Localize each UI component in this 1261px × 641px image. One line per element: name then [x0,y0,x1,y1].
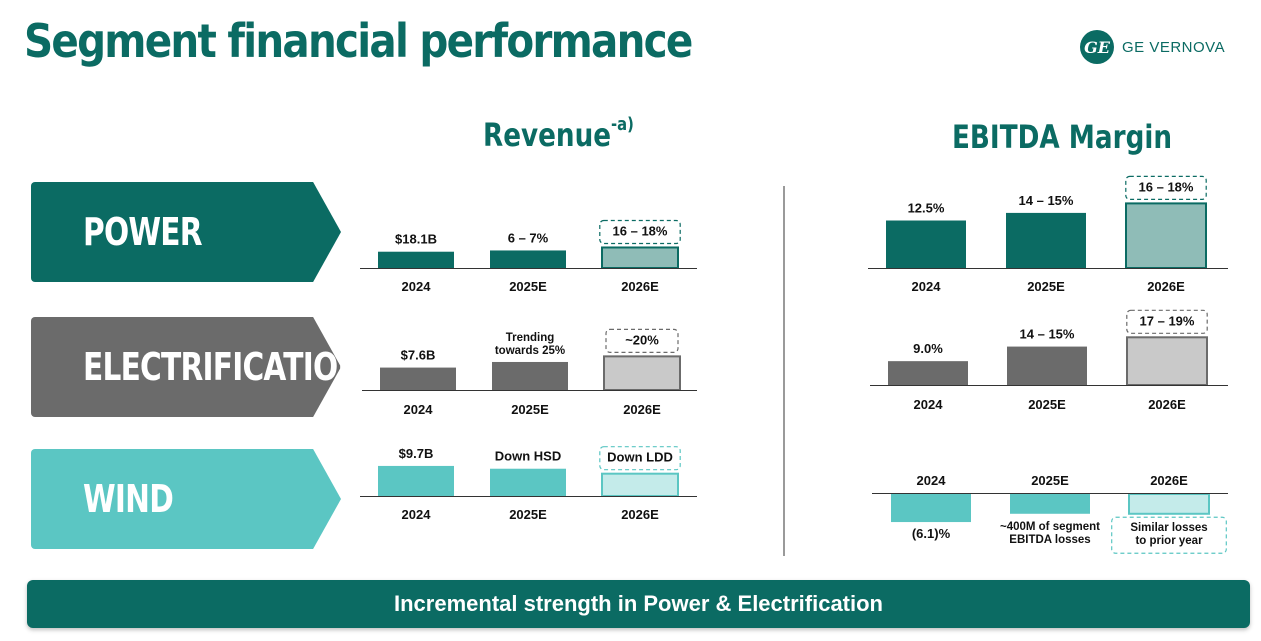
data-label: 14 – 15% [1019,193,1074,208]
data-label: Similar losses to prior year [1130,522,1207,547]
data-label: 16 – 18% [613,223,668,238]
bar-2025e [492,361,568,390]
outlook-box [599,219,681,245]
data-label: 17 – 19% [1140,313,1195,328]
data-label: ~20% [625,332,659,347]
data-label: ~400M of segment EBITDA losses [1000,521,1100,546]
chart-revenue-wind: 2024 $9.7B 2025E Down HSD 2026E Down LDD [360,446,697,522]
data-label: (6.1)% [912,526,951,541]
bar-2024 [886,220,966,268]
brand-name: GE VERNOVA [1122,38,1226,56]
tick-label: 2025E [1028,397,1066,412]
outlook-box [1111,516,1227,554]
bar-2026e [1125,202,1207,269]
data-label: 6 – 7% [508,230,549,245]
chart-revenue-electrification: 2024 $7.6B 2025E Trending towards 25% 2026E ~2… [362,328,697,417]
data-label: 12.5% [908,201,945,216]
tick-label: 2026E [1147,279,1185,294]
segment-banner-power: POWER [31,182,341,282]
data-label: Down HSD [495,449,561,464]
tick-label: 2024 [402,279,432,294]
bar-2025e [490,468,566,496]
column-divider [783,186,785,556]
chart-revenue-power: 2024 $18.1B 2025E 6 – 7% 2026E 16 – 18% [360,219,697,294]
tick-label: 2025E [1027,279,1065,294]
bar-2026e [1128,493,1210,515]
segment-banner-electrification: ELECTRIFICATION [31,317,341,417]
data-label: 9.0% [913,341,943,356]
segment-label-power: POWER [83,210,203,254]
tick-label: 2024 [404,402,434,417]
outlook-box [1126,309,1208,334]
segment-banner-wind: WIND [31,449,341,549]
tick-label: 2025E [1031,473,1069,488]
tick-label: 2024 [402,507,432,522]
data-label: Down LDD [607,450,673,465]
chart-ebitda-electrification: 2024 9.0% 2025E 14 – 15% 2026E 17 – 19% [870,309,1228,412]
outlook-box [1125,175,1207,200]
bar-2024 [888,361,968,385]
tick-label: 2026E [1148,397,1186,412]
segment-label-electrification: ELECTRIFICATION [83,345,362,389]
data-label: $18.1B [395,232,437,247]
footer-banner: Incremental strength in Power & Electrif… [27,580,1250,628]
bar-2026e [603,355,681,391]
bar-2026e [601,472,679,497]
bar-2024 [378,465,454,496]
ebitda-header: EBITDA Margin [952,118,1173,156]
data-label: $7.6B [401,348,436,363]
data-label: $9.7B [399,446,434,461]
data-label: Trending towards 25% [495,332,565,357]
tick-label: 2025E [509,279,547,294]
outlook-box [605,328,679,353]
outlook-box [599,446,681,471]
data-label: 14 – 15% [1020,327,1075,342]
revenue-header: Revenue-a) [483,114,634,154]
brand-logo: GE GE VERNOVA [1080,30,1225,64]
chart-ebitda-wind: 2024 (6.1)% 2025E ~400M of segment EBITDA lo… [872,473,1228,554]
tick-label: 2025E [511,402,549,417]
tick-label: 2024 [912,279,942,294]
tick-label: 2026E [623,402,661,417]
bar-2025e [1010,494,1090,514]
segment-label-wind: WIND [83,477,174,521]
bar-2025e [1007,346,1087,385]
bar-2024 [891,494,971,523]
tick-label: 2026E [1150,473,1188,488]
data-label: 16 – 18% [1139,179,1194,194]
bar-2025e [490,250,566,268]
page-title: Segment financial performance [24,14,693,68]
bar-2024 [378,251,454,268]
tick-label: 2024 [914,397,944,412]
revenue-footnote-marker: -a) [611,114,634,135]
chart-ebitda-power: 2024 12.5% 2025E 14 – 15% 2026E 16 – 18% [868,175,1228,294]
tick-label: 2026E [621,279,659,294]
tick-label: 2026E [621,507,659,522]
tick-label: 2024 [917,473,947,488]
ge-logo-icon: GE [1080,30,1114,64]
tick-label: 2025E [509,507,547,522]
bar-2026e [601,246,679,269]
bar-2025e [1006,212,1086,268]
bar-2026e [1126,336,1208,386]
bar-2024 [380,367,456,390]
